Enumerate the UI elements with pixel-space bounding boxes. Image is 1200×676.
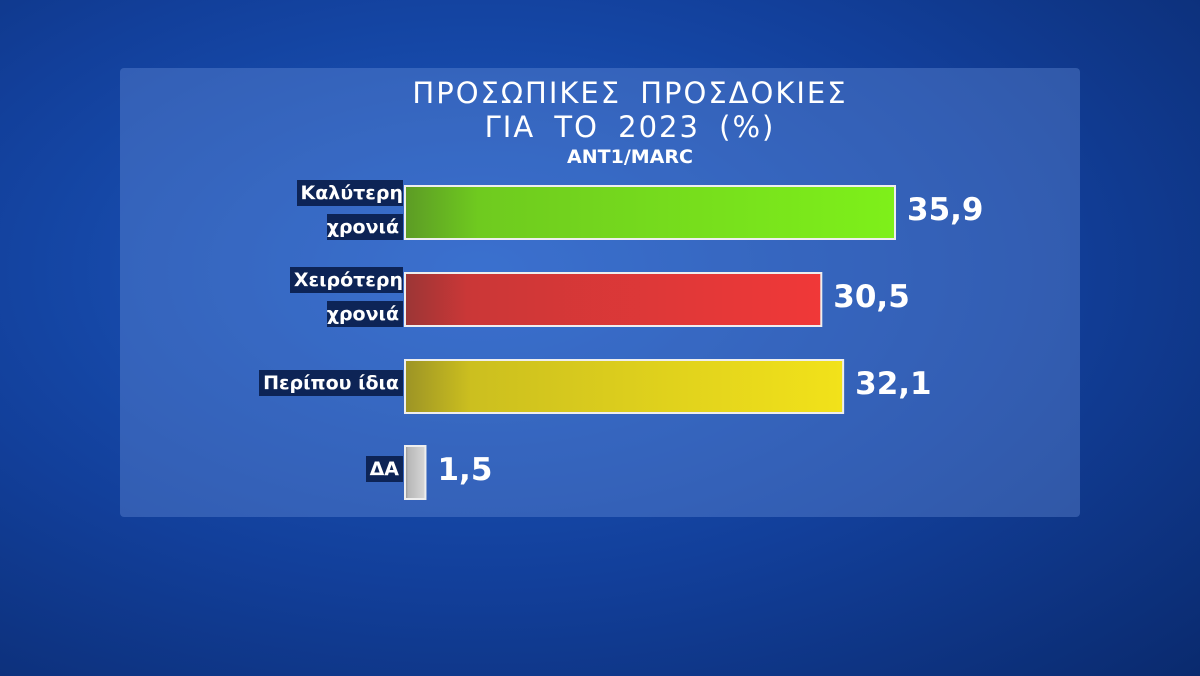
source: ANT1/MARC — [567, 146, 693, 168]
category-label: Χειρότερη χρονιά — [289, 263, 403, 331]
value-label: 30,5 — [833, 279, 910, 315]
value-label-text: 30,5 — [833, 279, 910, 315]
bar — [404, 185, 896, 240]
bar — [404, 445, 427, 500]
category-label: Περίπου ίδια — [259, 366, 403, 400]
bar — [404, 272, 823, 327]
value-label: 1,5 — [437, 452, 492, 488]
value-label-text: 1,5 — [437, 452, 493, 488]
category-label-text: ΔΑ — [365, 456, 403, 482]
category-label-text: Καλύτερη χρονιά — [296, 180, 403, 240]
value-label: 32,1 — [855, 366, 932, 402]
category-label: Καλύτερη χρονιά — [296, 176, 403, 244]
chart-subtitle: ΓΙΑ ΤΟ 2023 (%) — [484, 110, 776, 144]
category-label-text: Χειρότερη χρονιά — [289, 267, 403, 327]
value-label-text: 32,1 — [855, 366, 932, 402]
category-label-text: Περίπου ίδια — [259, 370, 403, 396]
bar — [404, 359, 845, 414]
value-label-text: 35,9 — [907, 192, 984, 228]
chart-title: ΠΡΟΣΩΠΙΚΕΣ ΠΡΟΣΔΟΚΙΕΣ — [412, 76, 848, 110]
category-label: ΔΑ — [365, 452, 403, 486]
value-label: 35,9 — [907, 192, 984, 228]
